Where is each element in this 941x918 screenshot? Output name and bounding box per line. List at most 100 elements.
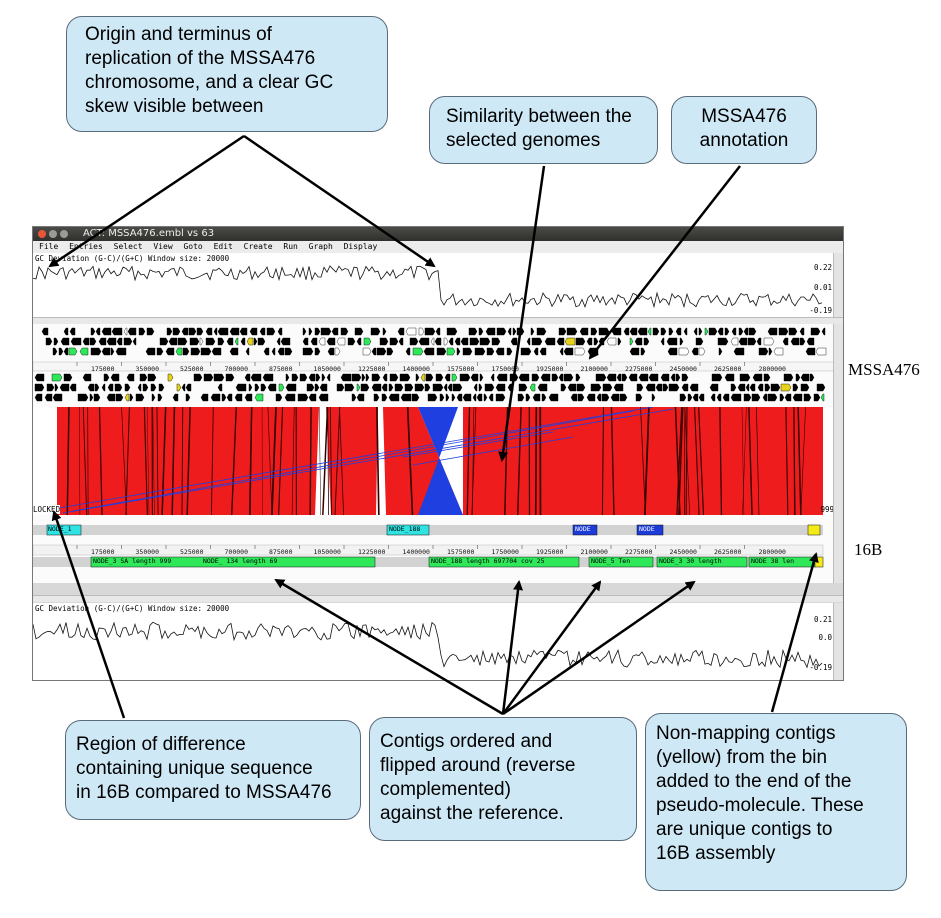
gc-plot-graph-bottom bbox=[33, 621, 823, 669]
menu-run[interactable]: Run bbox=[283, 242, 298, 251]
ruler-tick-label: 175000 bbox=[91, 548, 115, 556]
ruler-tick-label: 700000 bbox=[225, 365, 249, 373]
contig-strip-label-5: NODE_3 30 length bbox=[659, 557, 722, 565]
callout-line: skew visible between bbox=[85, 96, 264, 117]
menu-bar: File Entries Select View Goto Edit Creat… bbox=[33, 241, 843, 253]
callout-line: pseudo-molecule. These bbox=[656, 795, 864, 816]
genome-label-query: 16B bbox=[854, 540, 883, 559]
ruler-tick-label: 1925000 bbox=[536, 548, 563, 556]
ruler-tick-label: 1225000 bbox=[358, 365, 385, 373]
contig-strip-label-2: NODE_ 134 length 69 bbox=[203, 557, 278, 565]
contig-label-blue-1: NODE bbox=[575, 525, 591, 533]
ruler-tick-label: 525000 bbox=[180, 365, 204, 373]
ruler-tick-label: 2625000 bbox=[714, 365, 741, 373]
gc-deviation-plot-bottom[interactable]: GC Deviation (G-C)/(G+C) Window size: 20… bbox=[33, 603, 836, 680]
ruler-tick-label: 700000 bbox=[225, 548, 249, 556]
comparison-matches bbox=[52, 407, 823, 515]
callout-line: Contigs ordered and bbox=[380, 731, 553, 752]
act-window: ACT: MSSA476.embl vs 63 File Entries Sel… bbox=[32, 226, 844, 681]
zoom-value: 999 bbox=[820, 505, 834, 514]
gc-bottom-mid: 0.0 bbox=[818, 633, 832, 642]
menu-file[interactable]: File bbox=[39, 242, 59, 251]
gc-top-scrollbar[interactable] bbox=[833, 253, 843, 317]
query-feature-view[interactable]: 175000 350000 525000 700000 875000 1050000 122… bbox=[33, 515, 836, 583]
ruler-tick-label: 2100000 bbox=[581, 365, 608, 373]
menu-goto[interactable]: Goto bbox=[183, 242, 203, 251]
ruler-tick-label: 2275000 bbox=[625, 548, 652, 556]
callout-line: MSSA476 bbox=[701, 106, 787, 127]
callout-line: Similarity between the bbox=[446, 106, 632, 127]
gc-bottom-min: -0.19 bbox=[809, 663, 832, 672]
gc-bottom-max: 0.21 bbox=[813, 615, 832, 624]
comparison-view[interactable]: LOCKED 999 bbox=[33, 407, 836, 515]
callout-similarity: Similarity between the selected genomes bbox=[429, 96, 658, 164]
callout-non-mapping: Non-mapping contigs (yellow) from the bi… bbox=[645, 713, 907, 891]
menu-display[interactable]: Display bbox=[343, 242, 378, 251]
callout-line: Region of difference bbox=[76, 734, 246, 755]
ruler-tick-label: 1400000 bbox=[403, 365, 430, 373]
gc-top-mid: 0.01 bbox=[813, 283, 832, 292]
callout-line: chromosome, and a clear GC bbox=[85, 72, 334, 93]
contig-strip-label-1: NODE_3 SA length 999 bbox=[93, 557, 172, 565]
callout-line: added to the end of the bbox=[656, 771, 852, 792]
reference-tracks: 175000 350000 525000 700000 875000 1050000 122… bbox=[33, 327, 836, 402]
ruler-tick-label: 875000 bbox=[269, 365, 293, 373]
ruler-tick-label: 2450000 bbox=[670, 365, 697, 373]
ruler-tick-label: 1050000 bbox=[314, 548, 341, 556]
callout-line: selected genomes bbox=[446, 130, 601, 151]
close-icon[interactable] bbox=[38, 230, 46, 238]
bottom-horizontal-scrollbar[interactable] bbox=[33, 595, 843, 602]
window-title: ACT: MSSA476.embl vs 63 bbox=[83, 228, 215, 239]
gc-bottom-scrollbar[interactable] bbox=[833, 603, 843, 680]
menu-select[interactable]: Select bbox=[113, 242, 143, 251]
callout-line: complemented) bbox=[380, 779, 511, 800]
menu-create[interactable]: Create bbox=[243, 242, 273, 251]
callout-line: 16B assembly bbox=[656, 843, 776, 864]
ruler-tick-label: 2100000 bbox=[581, 548, 608, 556]
callout-annotation: MSSA476 annotation bbox=[671, 96, 817, 164]
ruler-tick-label: 875000 bbox=[269, 548, 293, 556]
ruler-tick-label: 1400000 bbox=[403, 548, 430, 556]
gc-plot-graph bbox=[33, 265, 823, 309]
callout-line: annotation bbox=[699, 130, 789, 151]
menu-view[interactable]: View bbox=[153, 242, 173, 251]
ruler-tick-label: 1750000 bbox=[492, 365, 519, 373]
ruler-tick-label: 2625000 bbox=[714, 548, 741, 556]
contig-strip-label-6: NODE 38 len bbox=[751, 557, 795, 565]
gc-top-max: 0.22 bbox=[813, 263, 832, 272]
contig-strip-label-4: NODE_5 Ten bbox=[591, 557, 631, 565]
ruler-tick-label: 2275000 bbox=[625, 365, 652, 373]
window-titlebar: ACT: MSSA476.embl vs 63 bbox=[33, 227, 843, 241]
contig-label-188: NODE_188 bbox=[389, 525, 421, 533]
contig-label-blue-2: NODE bbox=[639, 525, 655, 533]
callout-line: in 16B compared to MSSA476 bbox=[76, 782, 332, 803]
ruler-tick-label: 1225000 bbox=[358, 548, 385, 556]
callout-contigs-ordered: Contigs ordered and flipped around (reve… bbox=[369, 717, 637, 841]
menu-entries[interactable]: Entries bbox=[69, 242, 103, 251]
reference-feature-view[interactable]: 175000 350000 525000 700000 875000 1050000 122… bbox=[33, 324, 836, 407]
gc-plot-label-bottom: GC Deviation (G-C)/(G+C) Window size: 20… bbox=[35, 604, 230, 613]
comparison-scrollbar[interactable] bbox=[833, 407, 843, 515]
callout-line: containing unique sequence bbox=[76, 758, 313, 779]
callout-line: replication of the MSSA476 bbox=[85, 48, 316, 69]
callout-line: Origin and terminus of bbox=[85, 24, 272, 45]
minimize-icon[interactable] bbox=[49, 230, 57, 238]
gc-deviation-plot-top[interactable]: GC Deviation (G-C)/(G+C) Window size: 20… bbox=[33, 253, 836, 317]
reference-scrollbar[interactable] bbox=[833, 324, 843, 407]
query-scrollbar[interactable] bbox=[833, 515, 843, 583]
callout-line: flipped around (reverse bbox=[380, 755, 576, 776]
ruler-tick-label: 1925000 bbox=[536, 365, 563, 373]
callout-line: are unique contigs to bbox=[656, 819, 833, 840]
ruler-tick-label: 1575000 bbox=[447, 365, 474, 373]
maximize-icon[interactable] bbox=[60, 230, 68, 238]
menu-graph[interactable]: Graph bbox=[308, 242, 333, 251]
ruler-tick-label: 1050000 bbox=[314, 365, 341, 373]
ruler-tick-label: 175000 bbox=[91, 365, 115, 373]
ruler-tick-label: 350000 bbox=[136, 365, 160, 373]
contig-label-1: NODE_1 bbox=[48, 525, 72, 533]
contig-strip-label-3: NODE_188 length 697704 cov 25 bbox=[431, 557, 545, 565]
menu-edit[interactable]: Edit bbox=[213, 242, 233, 251]
locked-label: LOCKED bbox=[33, 505, 61, 514]
ruler-tick-label: 350000 bbox=[136, 548, 160, 556]
top-horizontal-scrollbar[interactable] bbox=[33, 317, 843, 324]
